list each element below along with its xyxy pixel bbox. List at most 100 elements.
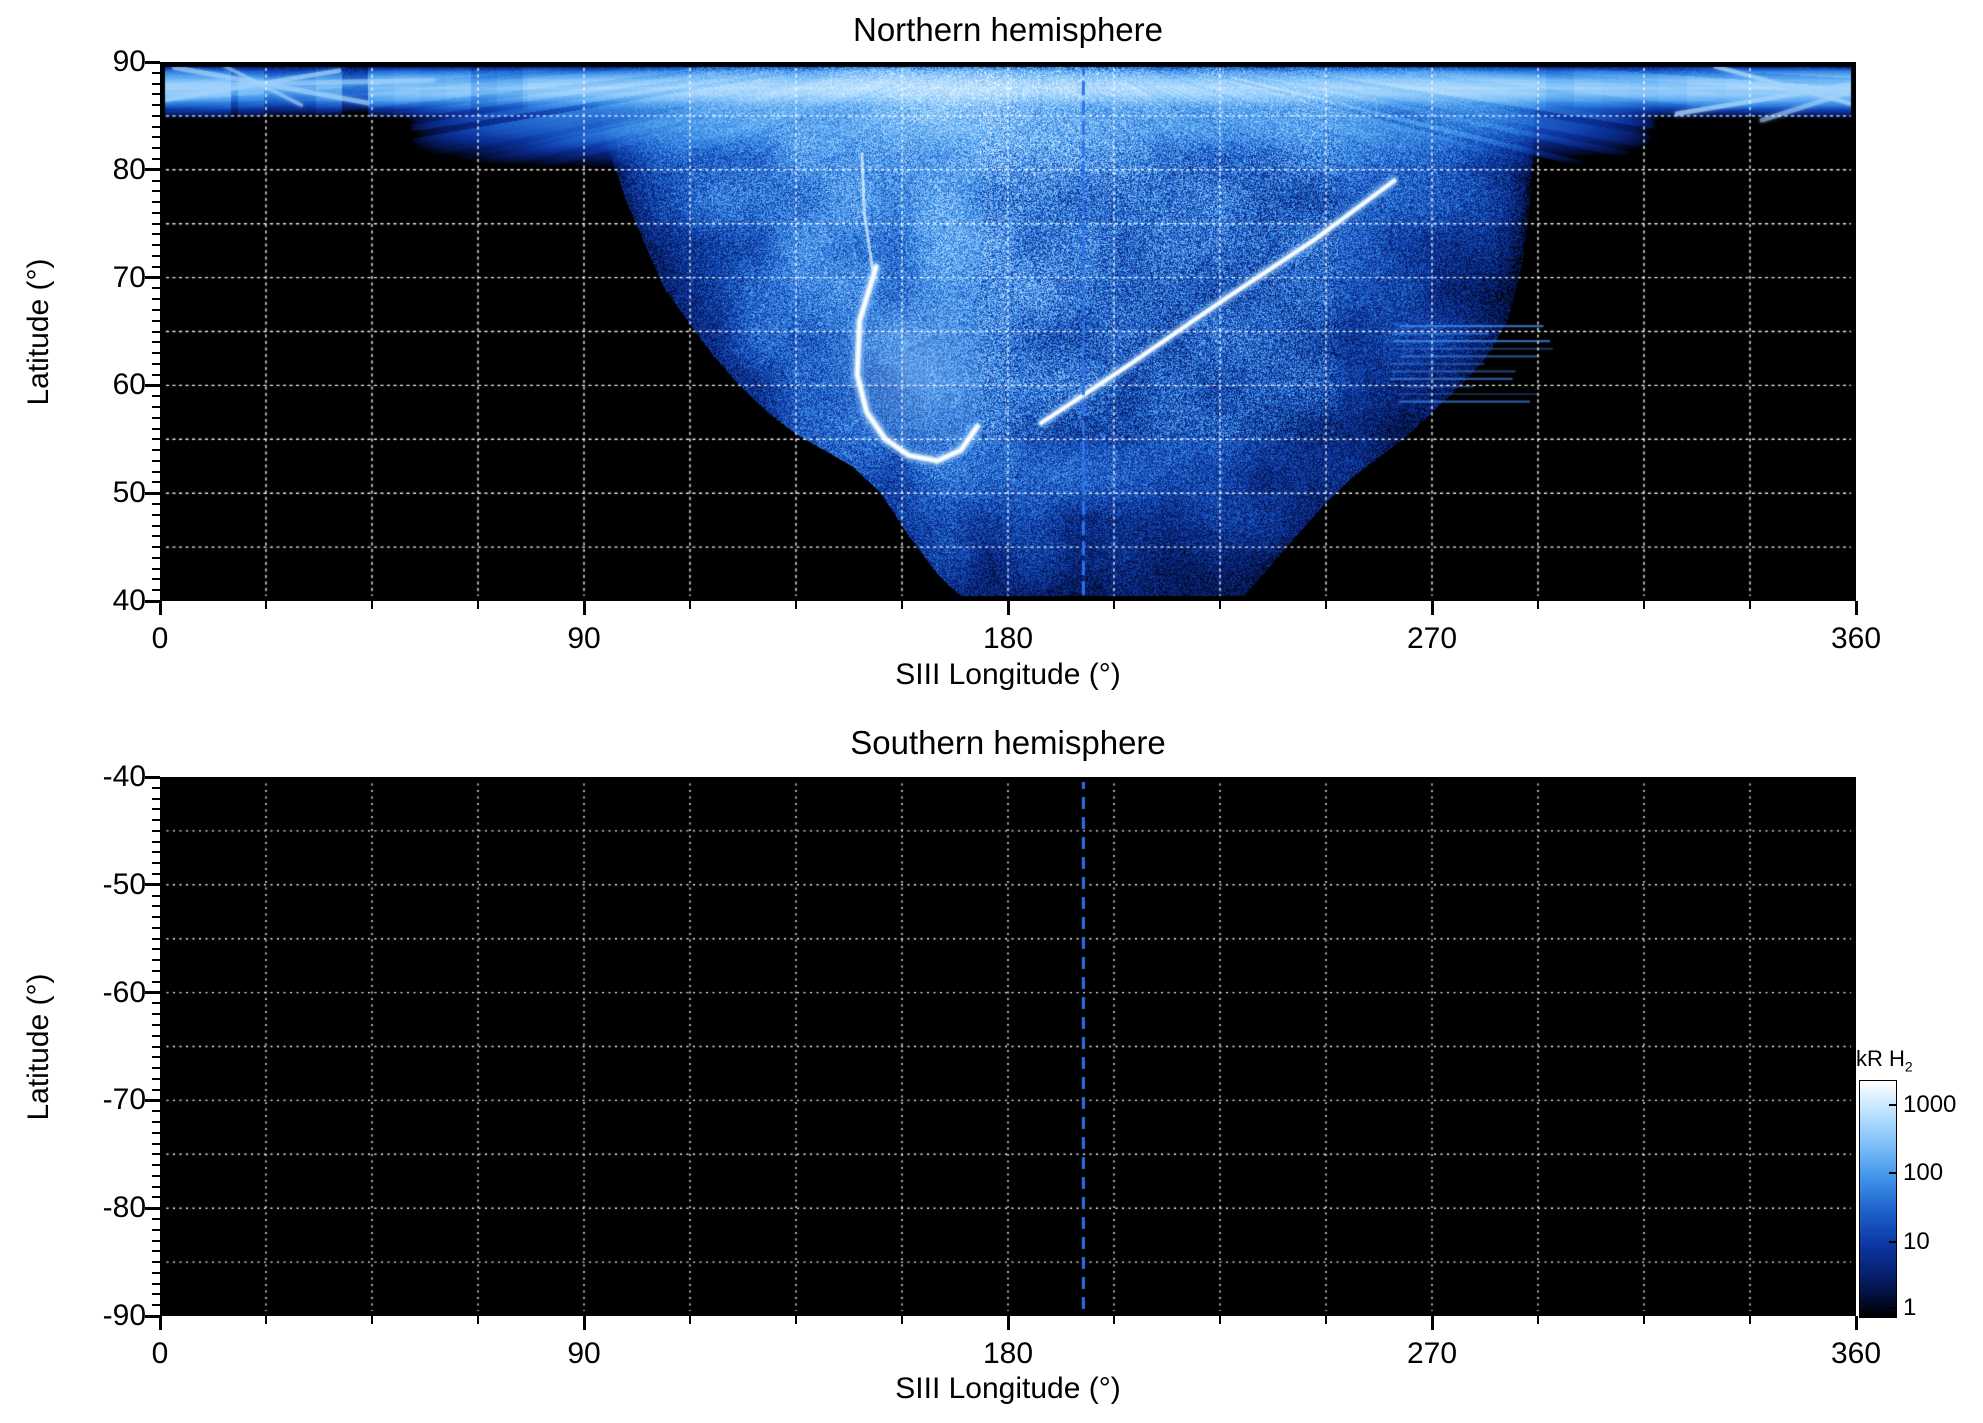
- x-tick-mark-minor: [1643, 601, 1645, 609]
- y-tick-mark-major: [145, 775, 160, 779]
- x-tick-label: 0: [151, 622, 169, 655]
- y-tick-mark-minor: [152, 524, 160, 527]
- y-tick-mark-minor: [152, 352, 160, 355]
- y-tick-mark-minor: [152, 1002, 160, 1005]
- x-tick-mark-minor: [1219, 601, 1221, 609]
- y-tick-label: -90: [102, 1299, 146, 1332]
- colorbar-tick-label: 1000: [1903, 1091, 1957, 1119]
- x-tick-mark-minor: [1325, 601, 1327, 609]
- x-tick-mark-minor: [371, 601, 373, 609]
- y-tick-mark-minor: [152, 578, 160, 581]
- x-tick-mark-minor: [1643, 1316, 1645, 1324]
- y-tick-label: 50: [112, 476, 146, 510]
- y-tick-mark-minor: [152, 502, 160, 505]
- y-tick-mark-minor: [152, 819, 160, 822]
- y-tick-mark-minor: [152, 840, 160, 843]
- x-tick-label: 270: [1406, 1337, 1458, 1370]
- y-tick-mark-minor: [152, 1239, 160, 1242]
- x-tick-label: 360: [1830, 1337, 1882, 1370]
- colorbar-units-text: kR H: [1856, 1046, 1905, 1071]
- y-tick-mark-minor: [152, 556, 160, 559]
- y-tick-mark-minor: [152, 894, 160, 897]
- y-tick-mark-minor: [152, 427, 160, 430]
- x-tick-mark-minor: [1749, 1316, 1751, 1324]
- y-tick-mark-minor: [152, 244, 160, 247]
- y-tick-mark-minor: [152, 1174, 160, 1177]
- y-tick-mark-minor: [152, 1088, 160, 1091]
- y-tick-mark-minor: [152, 308, 160, 311]
- y-tick-mark-minor: [152, 1013, 160, 1016]
- x-tick-label: 270: [1406, 622, 1458, 655]
- y-tick-mark-minor: [152, 873, 160, 876]
- y-tick-mark-minor: [152, 1196, 160, 1199]
- x-tick-mark-major: [1006, 601, 1010, 615]
- y-tick-mark-minor: [152, 1142, 160, 1145]
- y-tick-mark-minor: [152, 1164, 160, 1167]
- y-tick-label: 60: [112, 368, 146, 402]
- x-tick-mark-major: [158, 601, 162, 615]
- x-tick-mark-major: [1430, 601, 1434, 615]
- y-tick-mark-minor: [152, 1131, 160, 1134]
- colorbar-tick-mark: [1889, 1104, 1896, 1107]
- y-tick-mark-major: [145, 491, 160, 495]
- x-tick-mark-minor: [795, 601, 797, 609]
- x-tick-mark-minor: [901, 1316, 903, 1324]
- y-tick-mark-minor: [152, 179, 160, 182]
- x-tick-mark-minor: [1113, 601, 1115, 609]
- y-tick-mark-minor: [152, 808, 160, 811]
- x-tick-mark-minor: [1537, 601, 1539, 609]
- x-tick-mark-minor: [371, 1316, 373, 1324]
- y-tick-mark-minor: [152, 395, 160, 398]
- y-tick-mark-minor: [152, 1077, 160, 1080]
- colorbar-tick-label: 10: [1903, 1227, 1930, 1255]
- y-tick-mark-major: [145, 883, 160, 887]
- x-tick-label: 90: [567, 622, 601, 655]
- x-tick-label: 360: [1830, 622, 1882, 655]
- y-tick-mark-minor: [152, 1217, 160, 1220]
- y-tick-mark-major: [145, 1098, 160, 1102]
- y-tick-mark-minor: [152, 158, 160, 161]
- north-panel-title: Northern hemisphere: [853, 11, 1163, 48]
- y-tick-mark-minor: [152, 797, 160, 800]
- y-tick-mark-minor: [152, 114, 160, 117]
- south-panel-title: Southern hemisphere: [850, 724, 1166, 761]
- y-tick-mark-major: [145, 276, 160, 280]
- y-tick-mark-minor: [152, 1056, 160, 1059]
- y-tick-mark-minor: [152, 546, 160, 549]
- x-tick-mark-minor: [1325, 1316, 1327, 1324]
- y-tick-mark-minor: [152, 470, 160, 473]
- south-hemisphere-heatmap: [160, 777, 1856, 1316]
- x-tick-mark-major: [1006, 1316, 1010, 1330]
- y-tick-mark-minor: [152, 1110, 160, 1113]
- y-tick-mark-minor: [152, 416, 160, 419]
- y-tick-mark-minor: [152, 916, 160, 919]
- y-tick-label: 80: [112, 152, 146, 186]
- y-tick-mark-minor: [152, 1293, 160, 1296]
- x-tick-mark-major: [1430, 1316, 1434, 1330]
- y-tick-mark-minor: [152, 1045, 160, 1048]
- y-tick-mark-minor: [152, 1153, 160, 1156]
- y-tick-label: -70: [102, 1083, 146, 1117]
- south-x-axis-label: SIII Longitude (°): [895, 1372, 1121, 1405]
- y-tick-mark-minor: [152, 1228, 160, 1231]
- y-tick-mark-minor: [152, 481, 160, 484]
- y-tick-mark-minor: [152, 330, 160, 333]
- y-tick-mark-major: [145, 168, 160, 172]
- y-tick-mark-minor: [152, 1067, 160, 1070]
- colorbar-tick-label: 100: [1903, 1158, 1944, 1186]
- y-tick-mark-minor: [152, 104, 160, 107]
- y-tick-mark-minor: [152, 255, 160, 258]
- y-tick-label: -40: [102, 760, 146, 793]
- y-tick-mark-minor: [152, 287, 160, 290]
- y-tick-mark-minor: [152, 948, 160, 951]
- y-tick-mark-minor: [152, 905, 160, 908]
- y-tick-mark-minor: [152, 298, 160, 301]
- north-hemisphere-heatmap: [160, 62, 1856, 601]
- x-tick-mark-minor: [689, 601, 691, 609]
- colorbar-tick-mark: [1889, 1240, 1896, 1243]
- y-tick-mark-minor: [152, 786, 160, 789]
- y-tick-mark-minor: [152, 201, 160, 204]
- y-tick-mark-minor: [152, 1250, 160, 1253]
- x-tick-mark-minor: [1219, 1316, 1221, 1324]
